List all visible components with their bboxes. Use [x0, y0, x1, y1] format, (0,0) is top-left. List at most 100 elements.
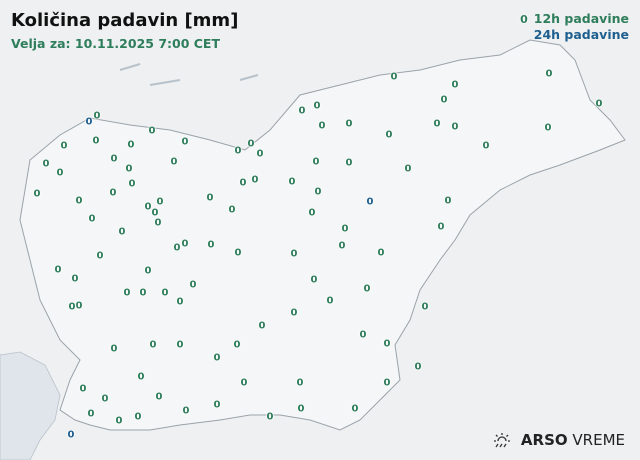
station-value-12h[interactable]: 0	[115, 415, 123, 427]
station-value-12h[interactable]: 0	[296, 377, 304, 389]
station-value-12h[interactable]: 0	[181, 136, 189, 148]
station-value-12h[interactable]: 0	[444, 195, 452, 207]
station-value-12h[interactable]: 0	[326, 295, 334, 307]
station-value-12h[interactable]: 0	[290, 248, 298, 260]
station-value-12h[interactable]: 0	[134, 411, 142, 423]
station-value-12h[interactable]: 0	[155, 391, 163, 403]
station-value-12h[interactable]: 0	[421, 301, 429, 313]
station-value-12h[interactable]: 0	[161, 287, 169, 299]
station-value-12h[interactable]: 0	[149, 339, 157, 351]
station-value-12h[interactable]: 0	[414, 361, 422, 373]
station-value-12h[interactable]: 0	[125, 163, 133, 175]
station-value-12h[interactable]: 0	[213, 399, 221, 411]
station-value-12h[interactable]: 0	[123, 287, 131, 299]
station-value-12h[interactable]: 0	[56, 167, 64, 179]
station-value-12h[interactable]: 0	[297, 403, 305, 415]
station-value-12h[interactable]: 0	[68, 301, 76, 313]
station-value-12h[interactable]: 0	[110, 343, 118, 355]
station-value-12h[interactable]: 0	[390, 71, 398, 83]
station-value-12h[interactable]: 0	[60, 140, 68, 152]
station-value-12h[interactable]: 0	[181, 238, 189, 250]
station-value-12h[interactable]: 0	[258, 320, 266, 332]
station-value-12h[interactable]: 0	[96, 250, 104, 262]
station-value-12h[interactable]: 0	[312, 156, 320, 168]
station-value-12h[interactable]: 0	[288, 176, 296, 188]
station-value-12h[interactable]: 0	[545, 68, 553, 80]
station-value-12h[interactable]: 0	[207, 239, 215, 251]
station-value-12h[interactable]: 0	[54, 264, 62, 276]
station-value-12h[interactable]: 0	[298, 105, 306, 117]
station-value-12h[interactable]: 0	[308, 207, 316, 219]
station-value-12h[interactable]: 0	[79, 383, 87, 395]
station-value-12h[interactable]: 0	[363, 283, 371, 295]
station-value-12h[interactable]: 0	[213, 352, 221, 364]
station-value-12h[interactable]: 0	[127, 139, 135, 151]
station-value-12h[interactable]: 0	[151, 207, 159, 219]
station-value-12h[interactable]: 0	[544, 122, 552, 134]
station-value-12h[interactable]: 0	[240, 377, 248, 389]
station-value-12h[interactable]: 0	[139, 287, 147, 299]
station-value-12h[interactable]: 0	[351, 403, 359, 415]
station-value-12h[interactable]: 0	[93, 110, 101, 122]
station-value-12h[interactable]: 0	[182, 405, 190, 417]
station-value-12h[interactable]: 0	[266, 411, 274, 423]
station-value-12h[interactable]: 0	[437, 221, 445, 233]
station-value-12h[interactable]: 0	[189, 279, 197, 291]
station-value-12h[interactable]: 0	[383, 338, 391, 350]
station-value-12h[interactable]: 0	[137, 371, 145, 383]
station-value-24h[interactable]: 0	[67, 429, 75, 441]
station-value-12h[interactable]: 0	[92, 135, 100, 147]
station-value-12h[interactable]: 0	[310, 274, 318, 286]
station-value-12h[interactable]: 0	[451, 79, 459, 91]
station-value-12h[interactable]: 0	[156, 196, 164, 208]
station-value-12h[interactable]: 0	[433, 118, 441, 130]
station-value-12h[interactable]: 0	[383, 377, 391, 389]
station-value-12h[interactable]: 0	[148, 125, 156, 137]
station-value-12h[interactable]: 0	[234, 247, 242, 259]
station-value-12h[interactable]: 0	[345, 118, 353, 130]
station-value-12h[interactable]: 0	[110, 153, 118, 165]
station-value-12h[interactable]: 0	[377, 247, 385, 259]
station-value-12h[interactable]: 0	[71, 273, 79, 285]
station-value-12h[interactable]: 0	[87, 408, 95, 420]
station-value-12h[interactable]: 0	[341, 223, 349, 235]
station-value-24h[interactable]: 0	[366, 196, 374, 208]
station-value-12h[interactable]: 0	[451, 121, 459, 133]
station-value-12h[interactable]: 0	[234, 145, 242, 157]
station-value-12h[interactable]: 0	[33, 188, 41, 200]
station-value-12h[interactable]: 0	[75, 300, 83, 312]
station-value-12h[interactable]: 0	[345, 157, 353, 169]
station-value-12h[interactable]: 0	[75, 195, 83, 207]
station-value-12h[interactable]: 0	[170, 156, 178, 168]
station-value-12h[interactable]: 0	[314, 186, 322, 198]
station-value-12h[interactable]: 0	[173, 242, 181, 254]
station-value-12h[interactable]: 0	[118, 226, 126, 238]
station-value-12h[interactable]: 0	[228, 204, 236, 216]
station-value-12h[interactable]: 0	[206, 192, 214, 204]
station-value-12h[interactable]: 0	[101, 393, 109, 405]
station-value-12h[interactable]: 0	[109, 187, 117, 199]
station-value-12h[interactable]: 0	[176, 296, 184, 308]
station-value-12h[interactable]: 0	[128, 178, 136, 190]
station-value-12h[interactable]: 0	[440, 94, 448, 106]
station-value-12h[interactable]: 0	[154, 217, 162, 229]
station-value-12h[interactable]: 0	[144, 265, 152, 277]
station-value-12h[interactable]: 0	[256, 148, 264, 160]
station-value-12h[interactable]: 0	[176, 339, 184, 351]
station-value-12h[interactable]: 0	[313, 100, 321, 112]
station-value-12h[interactable]: 0	[247, 138, 255, 150]
station-value-12h[interactable]: 0	[338, 240, 346, 252]
station-value-12h[interactable]: 0	[144, 201, 152, 213]
station-value-12h[interactable]: 0	[290, 307, 298, 319]
station-value-12h[interactable]: 0	[239, 177, 247, 189]
station-value-12h[interactable]: 0	[595, 98, 603, 110]
station-value-12h[interactable]: 0	[482, 140, 490, 152]
station-value-12h[interactable]: 0	[359, 329, 367, 341]
station-value-12h[interactable]: 0	[251, 174, 259, 186]
station-value-12h[interactable]: 0	[404, 163, 412, 175]
station-value-12h[interactable]: 0	[385, 129, 393, 141]
station-value-24h[interactable]: 0	[85, 116, 93, 128]
station-value-12h[interactable]: 0	[42, 158, 50, 170]
station-value-12h[interactable]: 0	[318, 120, 326, 132]
station-value-12h[interactable]: 0	[233, 339, 241, 351]
